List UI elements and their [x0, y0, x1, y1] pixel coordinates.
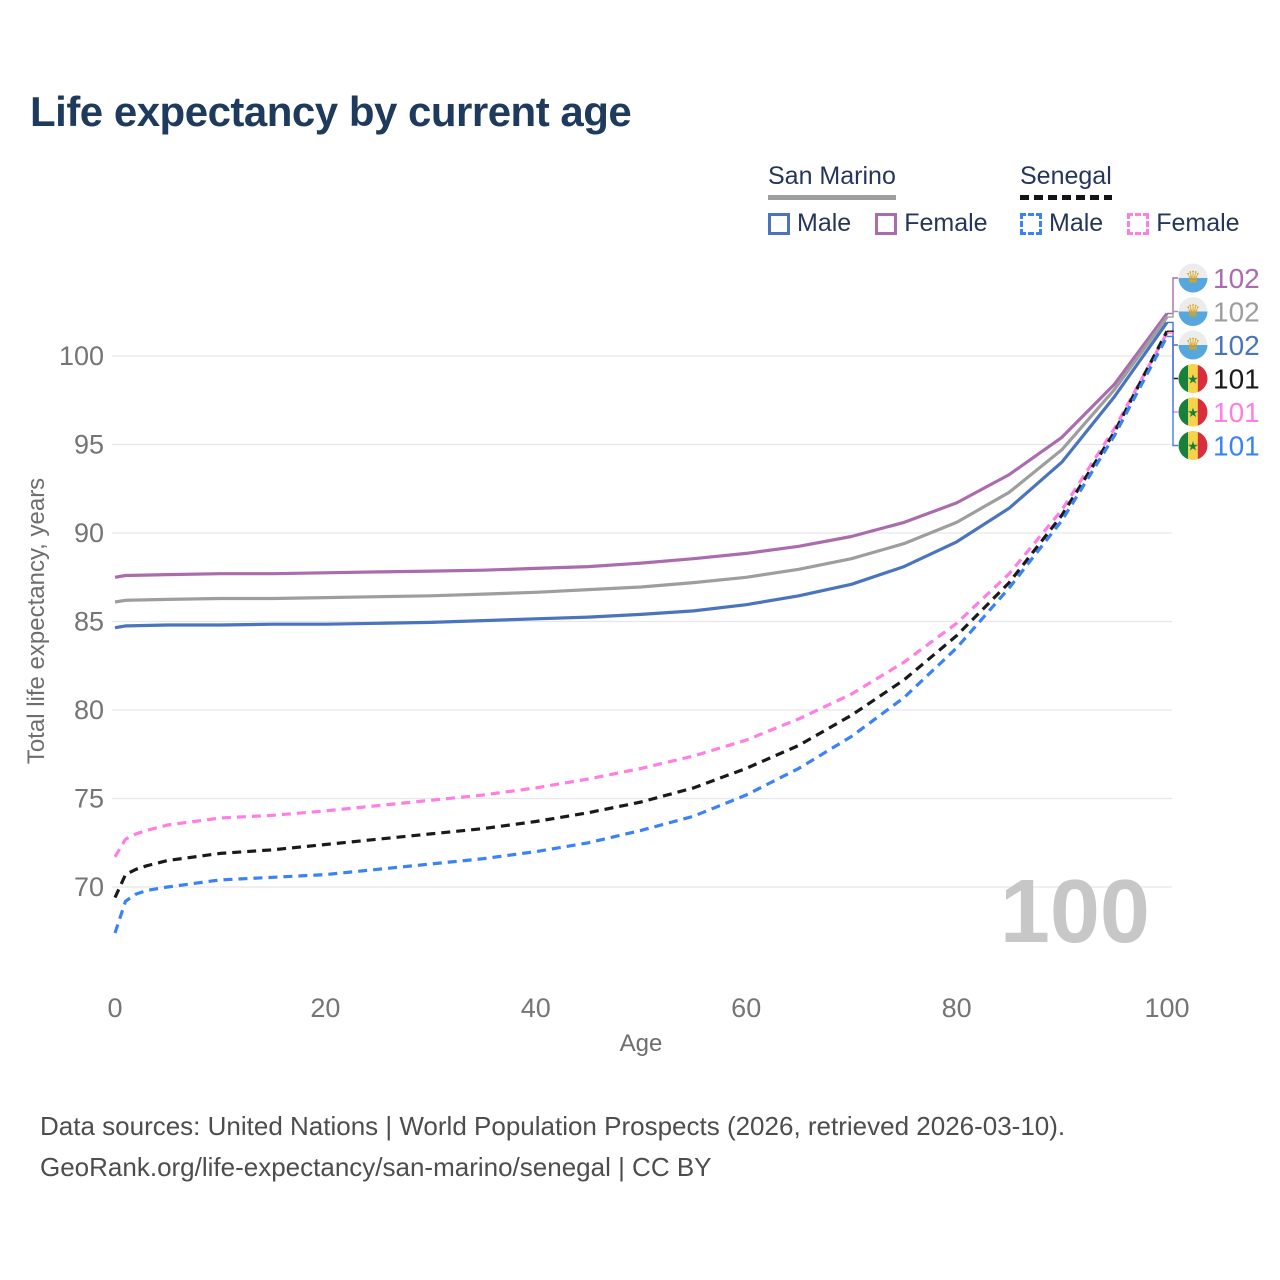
end-label-row: ♛ 102: [1178, 330, 1260, 361]
legend-group-san-marino: San Marino Male Female: [768, 162, 988, 238]
footer: Data sources: United Nations | World Pop…: [40, 1106, 1065, 1188]
legend-label-female: Female: [1156, 209, 1240, 237]
senegal-flag-icon: ★: [1178, 397, 1208, 427]
attribution-line: GeoRank.org/life-expectancy/san-marino/s…: [40, 1152, 712, 1182]
end-label-value: 102: [1213, 297, 1260, 328]
legend-item-senegal-female[interactable]: Female: [1127, 209, 1240, 238]
x-axis-title: Age: [620, 1030, 663, 1057]
age-counter-watermark: 100: [1000, 862, 1150, 962]
senegal-flag-icon: ★: [1178, 364, 1208, 393]
y-tick-label: 70: [74, 872, 104, 902]
series-end-labels: ♛ 102 ♛ 102 ♛ 102 ★ 101 ★ 101 ★ 101: [1167, 263, 1260, 462]
san-marino-flag-icon: ♛: [1178, 263, 1208, 293]
series-line-san-marino-male: [114, 321, 1169, 630]
san-marino-male-swatch: [768, 212, 790, 235]
y-tick-label: 100: [59, 341, 104, 371]
end-label-value: 102: [1213, 263, 1260, 294]
y-tick-label: 75: [74, 784, 104, 814]
x-tick-label: 0: [107, 993, 122, 1023]
san-marino-flag-icon: ♛: [1178, 330, 1208, 360]
senegal-female-swatch: [1127, 212, 1150, 235]
series-line-senegal-female: [113, 332, 1169, 858]
y-tick-label: 95: [74, 430, 104, 460]
series-line-san-marino-both: [114, 316, 1169, 604]
legend-item-san-marino-male[interactable]: Male: [768, 209, 851, 238]
svg-text:♛: ♛: [1185, 268, 1200, 287]
svg-text:★: ★: [1187, 439, 1199, 454]
data-sources-line: Data sources: United Nations | World Pop…: [40, 1111, 1066, 1141]
end-label-value: 101: [1213, 397, 1260, 428]
series-line-senegal-both: [113, 330, 1169, 899]
svg-text:★: ★: [1187, 372, 1199, 387]
legend-country-label: San Marino: [768, 162, 896, 190]
end-label-leader-line: [1167, 277, 1178, 315]
end-label-leader-line: [1167, 335, 1178, 447]
legend-country-label: Senegal: [1020, 162, 1112, 190]
legend-group-senegal: Senegal Male Female: [1020, 162, 1240, 238]
end-label-leader-line: [1167, 310, 1178, 318]
end-label-row: ♛ 102: [1178, 297, 1260, 328]
san-marino-female-swatch: [875, 212, 898, 235]
y-tick-label: 85: [74, 607, 104, 637]
senegal-line-style-sample: [1020, 195, 1112, 200]
end-label-value: 102: [1213, 330, 1260, 361]
series-lines: [113, 312, 1169, 934]
legend-label-male: Male: [1049, 209, 1104, 237]
series-line-senegal-male: [113, 335, 1169, 934]
end-label-value: 101: [1213, 364, 1260, 395]
legend-item-san-marino-female[interactable]: Female: [875, 209, 988, 238]
san-marino-line-style-sample: [768, 195, 896, 200]
end-label-row: ★ 101: [1178, 397, 1260, 428]
legend-label-male: Male: [797, 209, 852, 237]
svg-text:★: ★: [1187, 405, 1199, 420]
x-tick-label: 100: [1144, 993, 1189, 1023]
legend-item-senegal-male[interactable]: Male: [1020, 209, 1103, 238]
page-title: Life expectancy by current age: [30, 88, 632, 135]
axis-ticks: 70 75 80 85 90 95 100 0 20 40 60 80 100: [59, 341, 1190, 1023]
legend-country-san-marino: San Marino: [768, 162, 896, 200]
senegal-male-swatch: [1020, 212, 1042, 235]
x-tick-label: 60: [731, 993, 761, 1023]
svg-text:♛: ♛: [1185, 302, 1200, 321]
y-tick-label: 90: [74, 518, 104, 548]
svg-text:♛: ♛: [1185, 335, 1200, 354]
san-marino-flag-icon: ♛: [1178, 297, 1208, 326]
y-tick-label: 80: [74, 695, 104, 725]
gridlines: [112, 355, 1172, 888]
end-label-row: ♛ 102: [1178, 263, 1260, 294]
senegal-flag-icon: ★: [1178, 431, 1208, 460]
series-line-san-marino-female: [114, 312, 1169, 579]
end-label-row: ★ 101: [1178, 364, 1260, 395]
legend-country-senegal: Senegal: [1020, 162, 1112, 200]
end-label-row: ★ 101: [1178, 431, 1260, 462]
x-tick-label: 80: [942, 993, 972, 1023]
end-label-value: 101: [1213, 431, 1260, 462]
y-axis-title: Total life expectancy, years: [23, 478, 50, 764]
x-tick-label: 40: [521, 993, 551, 1023]
x-tick-label: 20: [310, 993, 340, 1023]
legend-label-female: Female: [904, 209, 988, 237]
